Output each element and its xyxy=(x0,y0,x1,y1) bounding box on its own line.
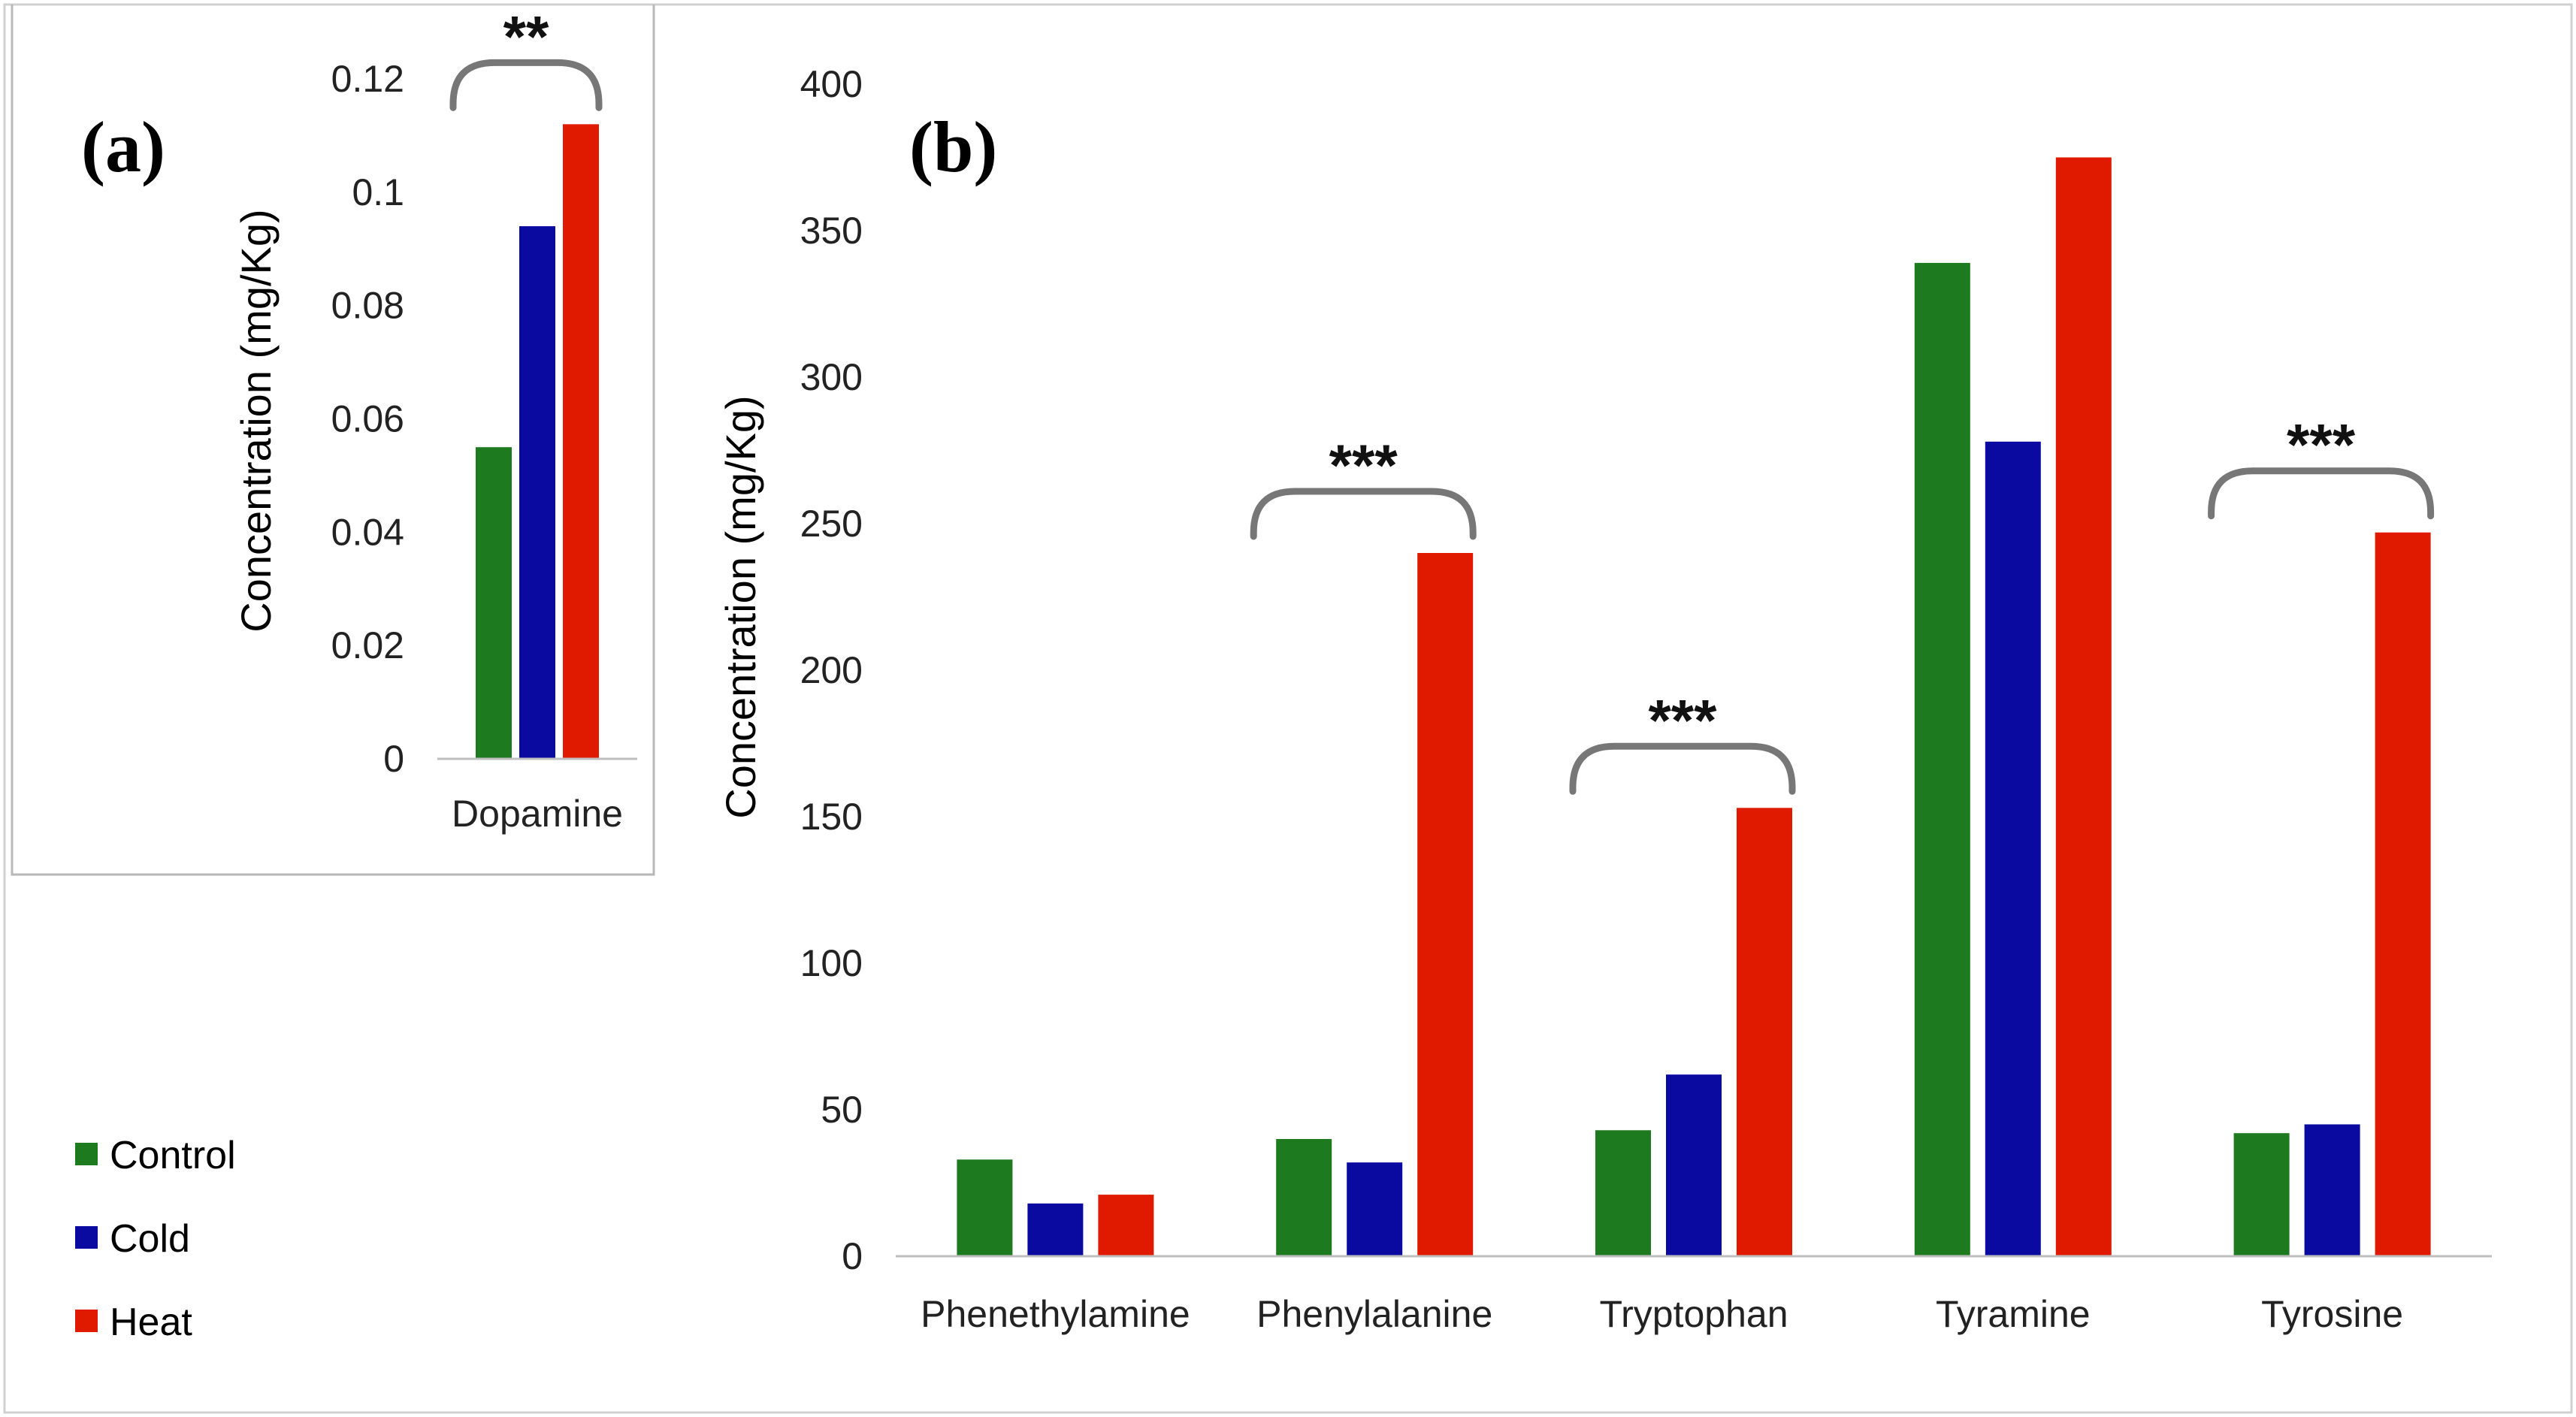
panel-a-frame xyxy=(11,5,655,876)
bar-cold-tyrosine xyxy=(2304,1124,2360,1256)
bar-cold-tryptophan xyxy=(1666,1074,1722,1256)
y-tick-label: 250 xyxy=(800,503,863,545)
x-category-label: Phenethylamine xyxy=(921,1293,1190,1335)
bar-heat-phenethylamine xyxy=(1098,1195,1154,1256)
y-tick-label: 300 xyxy=(800,356,863,398)
panel-a-letter: (a) xyxy=(81,107,165,187)
bar-control-tyrosine xyxy=(2233,1133,2290,1256)
significance-label-phenylalanine: *** xyxy=(1329,432,1398,498)
bar-control-phenethylamine xyxy=(957,1159,1013,1256)
legend: Control Cold Heat xyxy=(75,1134,236,1344)
panel-a-y-axis-title: Concentration (mg/Kg) xyxy=(232,209,280,632)
chart-b: 0 50 100 150 200 250 300 350 400 Phenethylamine Ph… xyxy=(800,63,2492,1335)
y-tick-label: 0.02 xyxy=(331,624,404,666)
legend-swatch-heat xyxy=(75,1310,98,1332)
y-tick-label: 350 xyxy=(800,210,863,252)
bar-cold-dopamine xyxy=(519,226,555,759)
bar-control-dopamine xyxy=(476,447,512,759)
y-tick-label: 0.08 xyxy=(331,285,404,327)
bar-cold-phenethylamine xyxy=(1027,1203,1084,1256)
y-tick-label: 0.1 xyxy=(352,171,404,213)
bar-control-phenylalanine xyxy=(1276,1139,1332,1256)
x-category-label: Tyrosine xyxy=(2261,1293,2403,1335)
y-tick-label: 0.12 xyxy=(331,58,404,100)
bar-heat-tyramine xyxy=(2055,157,2112,1256)
y-tick-label: 0.04 xyxy=(331,511,404,553)
x-category-label: Dopamine xyxy=(452,793,623,835)
significance-label-tyrosine: *** xyxy=(2287,412,2356,478)
y-tick-label: 50 xyxy=(821,1089,863,1131)
chart-a: 0 0.02 0.04 0.06 0.08 0.1 0.12 Dopamine ** xyxy=(331,3,637,835)
significance-bracket-tyrosine xyxy=(2208,467,2435,520)
y-tick-label: 0 xyxy=(383,738,404,780)
y-tick-label: 400 xyxy=(800,63,863,105)
bar-control-tyramine xyxy=(1914,262,1970,1256)
legend-label-cold: Cold xyxy=(110,1217,190,1261)
legend-swatch-cold xyxy=(75,1226,98,1249)
significance-label-tryptophan: *** xyxy=(1648,687,1717,753)
bar-cold-tyramine xyxy=(1985,441,2041,1256)
panel-b-letter: (b) xyxy=(909,107,997,187)
significance-label-dopamine: ** xyxy=(503,3,549,69)
y-tick-label: 200 xyxy=(800,649,863,691)
significance-bracket-phenylalanine xyxy=(1250,488,1477,540)
y-tick-label: 100 xyxy=(800,942,863,984)
x-category-label: Tyramine xyxy=(1936,1293,2091,1335)
y-tick-label: 0.06 xyxy=(331,398,404,440)
bar-cold-phenylalanine xyxy=(1347,1162,1403,1256)
significance-bracket-dopamine xyxy=(449,59,603,111)
legend-label-control: Control xyxy=(110,1134,236,1177)
bar-heat-tryptophan xyxy=(1737,808,1792,1256)
bar-control-tryptophan xyxy=(1595,1130,1651,1256)
bar-heat-dopamine xyxy=(563,124,599,760)
panel-b-y-axis-title: Concentration (mg/Kg) xyxy=(717,395,764,818)
legend-swatch-control xyxy=(75,1143,98,1165)
significance-bracket-tryptophan xyxy=(1569,742,1796,795)
x-category-label: Tryptophan xyxy=(1599,1293,1788,1335)
bar-heat-phenylalanine xyxy=(1417,553,1474,1256)
y-tick-label: 0 xyxy=(842,1235,863,1277)
bar-heat-tyrosine xyxy=(2375,532,2431,1256)
y-tick-label: 150 xyxy=(800,796,863,838)
legend-label-heat: Heat xyxy=(110,1301,192,1344)
x-category-label: Phenylalanine xyxy=(1256,1293,1492,1335)
